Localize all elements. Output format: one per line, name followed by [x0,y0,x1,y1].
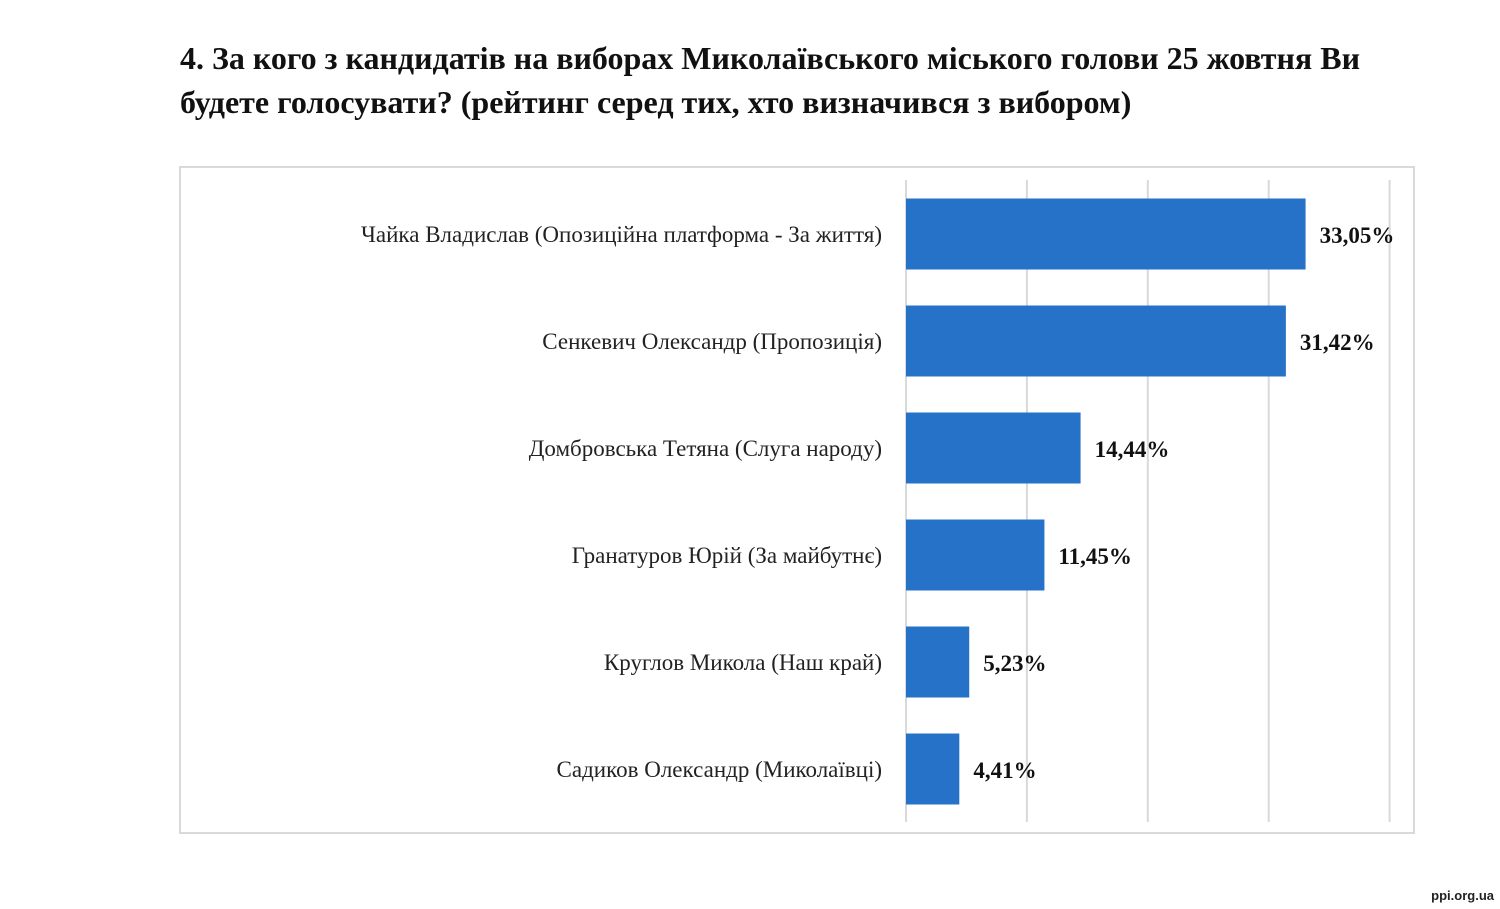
bar [906,519,1045,591]
data-label: 14,44% [1095,437,1170,462]
page-title: 4. За кого з кандидатів на виборах Микол… [180,40,1361,120]
watermark: ppi.org.ua [1431,888,1494,903]
category-label: Гранатуров Юрій (За майбутнє) [572,543,882,568]
bar [906,305,1286,377]
data-label: 11,45% [1058,544,1131,569]
category-label: Домбровська Тетяна (Слуга народу) [529,436,882,461]
bar [906,198,1306,270]
category-label: Сенкевич Олександр (Пропозиція) [542,329,882,354]
bar [906,626,970,698]
category-label: Чайка Владислав (Опозиційна платформа - … [361,222,882,247]
data-label: 5,23% [983,651,1046,676]
bar [906,733,960,805]
data-label: 31,42% [1300,330,1375,355]
chart-frame [179,166,1415,834]
category-label: Круглов Микола (Наш край) [604,650,882,675]
bar [906,412,1081,484]
data-label: 33,05% [1320,223,1395,248]
category-label: Садиков Олександр (Миколаївці) [557,757,882,782]
data-label: 4,41% [973,758,1036,783]
